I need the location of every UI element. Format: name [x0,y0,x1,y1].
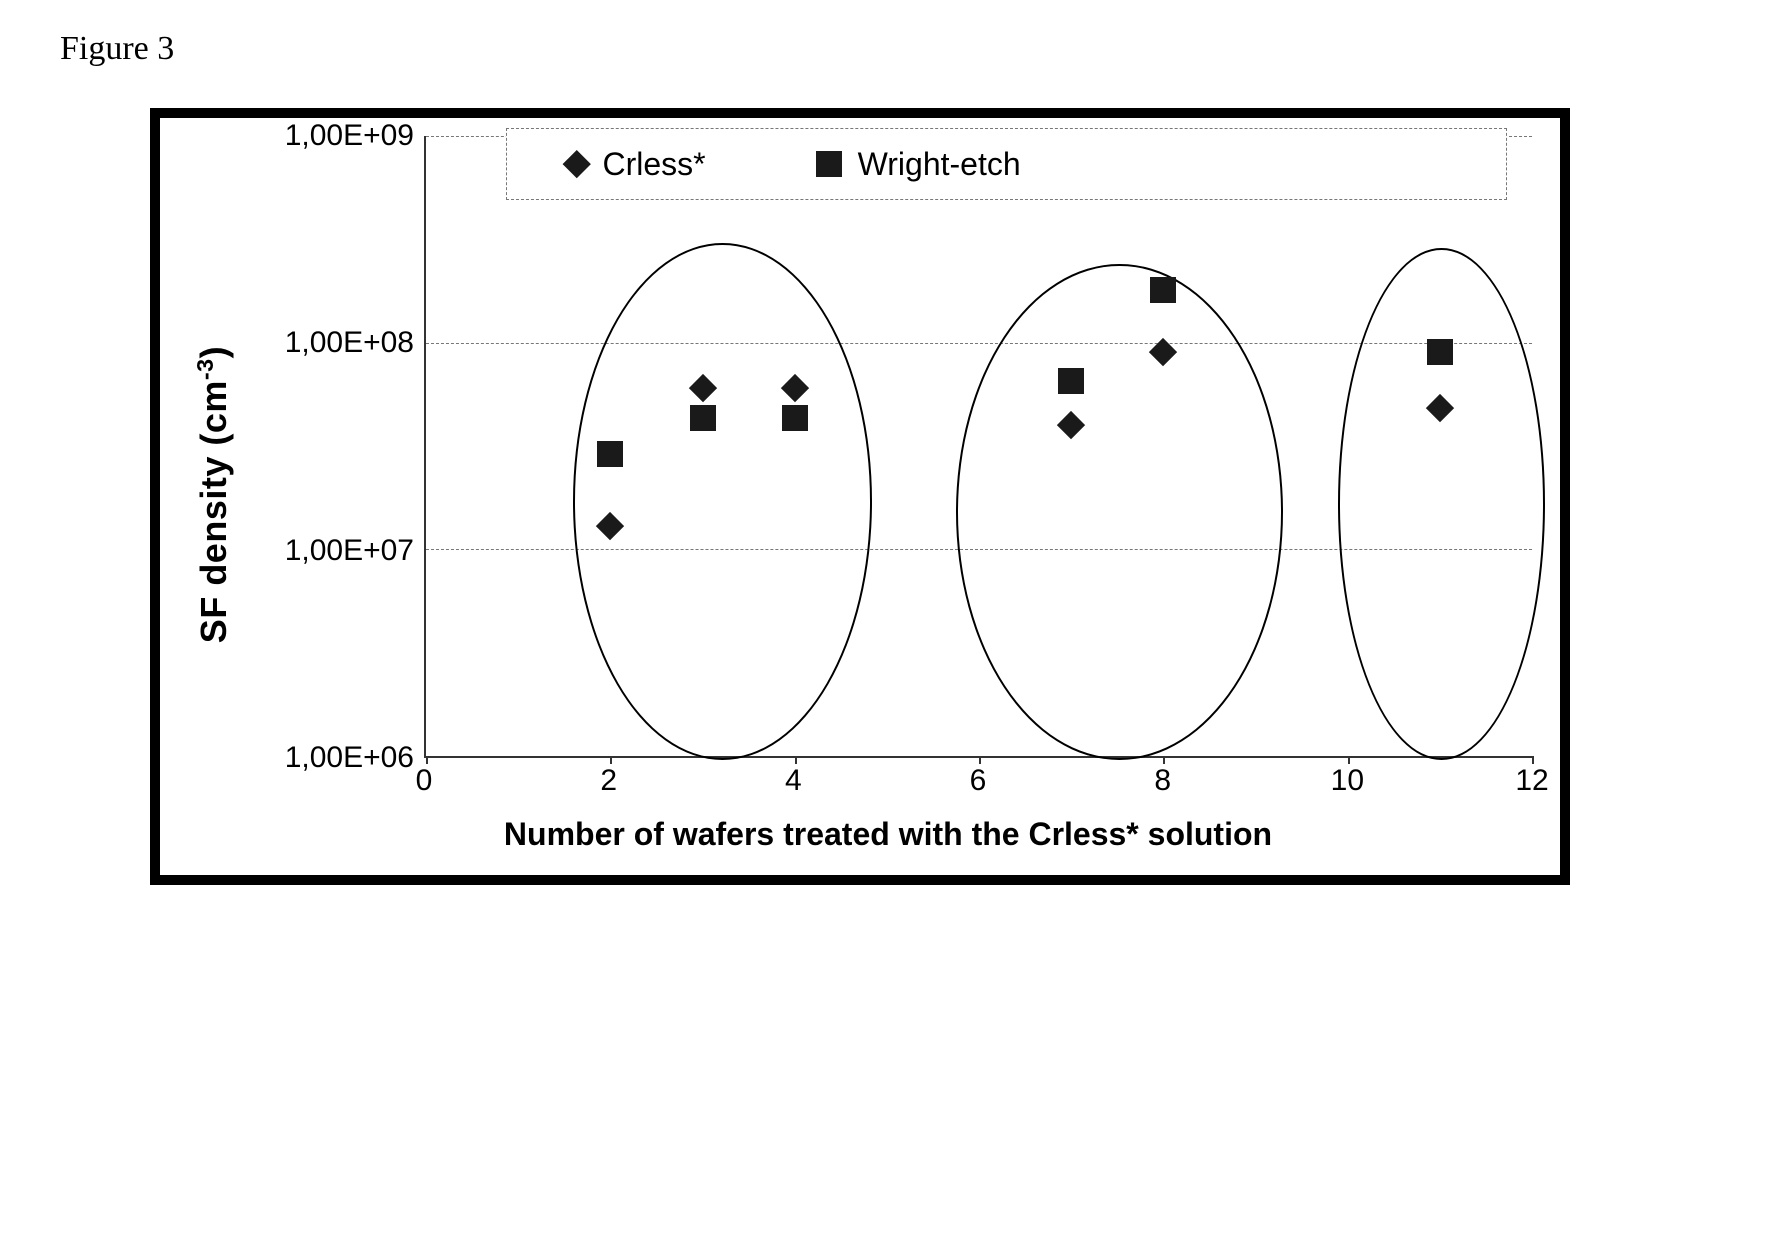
y-axis-ticks: 1,00E+091,00E+081,00E+071,00E+06 [244,136,424,758]
legend: Crless* Wright-etch [506,128,1507,200]
x-tick [1348,756,1350,764]
crless-point [596,511,625,540]
x-tick [1163,756,1165,764]
gridline [426,343,1532,344]
legend-label: Crless* [603,146,706,183]
x-tick [426,756,428,764]
crless-point [1057,411,1086,440]
chart-frame: SF density (cm-3) 1,00E+09 1,00E+08 1,00E+… [150,108,1570,885]
legend-label: Wright-etch [858,146,1021,183]
x-tick [1532,756,1534,764]
x-tick-label: 4 [785,764,802,798]
group-ellipse [956,264,1283,760]
wright-point [1150,277,1176,303]
x-tick [979,756,981,764]
y-tick-label: 1,00E+07 [285,534,414,568]
legend-item: Wright-etch [816,146,1021,183]
diamond-icon [563,150,591,178]
x-axis-ticks: 024681012 [424,758,1532,802]
wright-point [597,441,623,467]
square-icon [816,151,842,177]
y-tick-label: 1,00E+06 [285,741,414,775]
y-tick-label: 1,00E+08 [285,326,414,360]
x-tick-label: 12 [1515,764,1548,798]
legend-item: Crless* [567,146,706,183]
figure-label: Figure 3 [60,30,1754,68]
y-axis-label: SF density (cm-3) [193,346,236,643]
x-tick [795,756,797,764]
x-tick-label: 0 [416,764,433,798]
y-tick-label: 1,00E+09 [285,119,414,153]
group-ellipse [573,243,872,760]
x-tick [610,756,612,764]
wright-point [1427,339,1453,365]
wright-point [1058,368,1084,394]
x-tick-label: 10 [1331,764,1364,798]
group-ellipse [1338,248,1545,760]
plot-area: Crless* Wright-etch [424,136,1532,758]
crless-point [688,374,717,403]
gridline [426,549,1532,550]
x-tick-label: 8 [1154,764,1171,798]
x-axis-label: Number of wafers treated with the Crless… [244,816,1532,853]
x-tick-label: 2 [600,764,617,798]
x-tick-label: 6 [970,764,987,798]
crless-point [1425,394,1454,423]
wright-point [782,405,808,431]
crless-point [780,374,809,403]
y-axis-label-wrap: SF density (cm-3) [184,136,244,853]
wright-point [690,405,716,431]
